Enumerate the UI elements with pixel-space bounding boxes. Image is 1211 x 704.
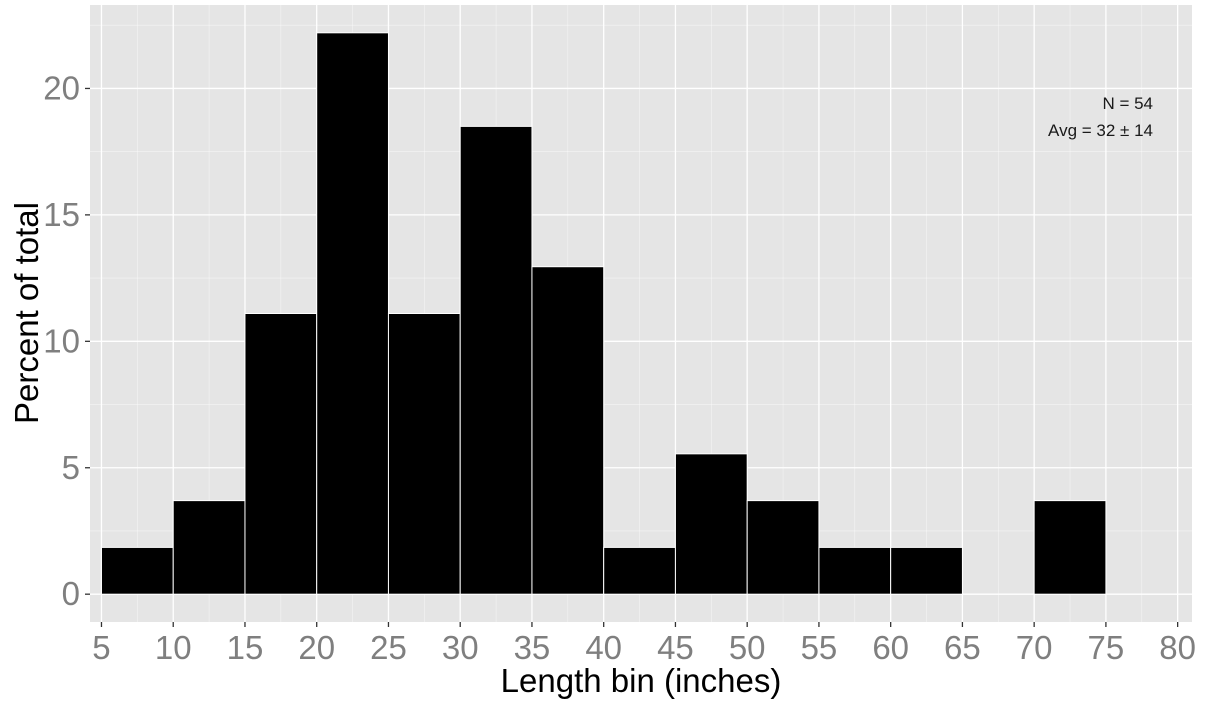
x-tick-label: 60 <box>872 629 909 666</box>
y-tick-label: 5 <box>62 449 80 486</box>
x-axis-title: Length bin (inches) <box>501 662 782 699</box>
y-tick-label: 0 <box>62 575 80 612</box>
histogram-bar <box>100 546 174 595</box>
histogram-bar <box>818 546 892 595</box>
x-tick-label: 20 <box>298 629 335 666</box>
x-tick-label: 75 <box>1088 629 1125 666</box>
y-tick-label: 15 <box>43 196 80 233</box>
x-tick-label: 30 <box>442 629 479 666</box>
histogram-bar <box>316 32 389 595</box>
x-tick-label: 45 <box>657 629 694 666</box>
bars <box>100 32 1107 595</box>
x-tick-label: 40 <box>585 629 622 666</box>
histogram-bar <box>459 125 533 595</box>
histogram-bar <box>387 313 461 595</box>
histogram-bar <box>1033 500 1107 595</box>
x-tick-label: 50 <box>729 629 766 666</box>
x-tick-label: 15 <box>227 629 264 666</box>
x-tick-label: 55 <box>801 629 838 666</box>
annotation-n: N = 54 <box>1102 94 1153 113</box>
x-tick-label: 65 <box>944 629 981 666</box>
y-axis-ticks: 0 5 10 15 20 <box>43 69 90 612</box>
y-tick-label: 20 <box>43 69 80 106</box>
histogram-bar <box>172 500 246 595</box>
histogram-bar <box>603 546 676 595</box>
histogram-bar <box>746 500 820 595</box>
x-tick-label: 70 <box>1016 629 1053 666</box>
histogram-bar <box>674 453 748 595</box>
x-tick-label: 5 <box>92 629 110 666</box>
histogram-bar <box>890 546 963 595</box>
x-tick-label: 35 <box>514 629 551 666</box>
annotation-avg: Avg = 32 ± 14 <box>1048 121 1153 140</box>
histogram-bar <box>531 266 605 595</box>
y-tick-label: 10 <box>43 322 80 359</box>
x-tick-label: 80 <box>1159 629 1196 666</box>
y-axis-title: Percent of total <box>8 202 45 424</box>
x-tick-label: 25 <box>370 629 407 666</box>
x-axis-ticks: 5 10 15 20 25 30 35 40 45 50 55 60 65 70 75 80 <box>92 622 1196 666</box>
x-tick-label: 10 <box>155 629 192 666</box>
histogram-bar <box>244 313 318 595</box>
minor-gridlines <box>90 5 1192 622</box>
